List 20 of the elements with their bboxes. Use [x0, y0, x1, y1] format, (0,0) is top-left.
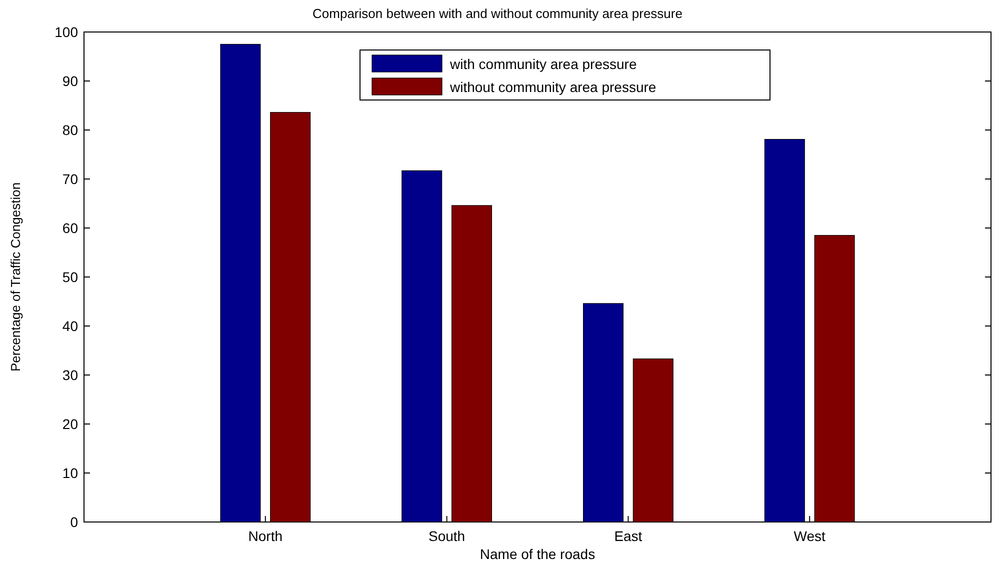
y-tick-label: 50 [62, 269, 78, 285]
legend-label: without community area pressure [449, 79, 656, 95]
y-tick-label: 100 [54, 24, 78, 40]
y-tick-label: 70 [62, 171, 78, 187]
y-tick-label: 90 [62, 73, 78, 89]
y-tick-label: 30 [62, 367, 78, 383]
y-tick-label: 10 [62, 465, 78, 481]
y-tick-label: 20 [62, 416, 78, 432]
y-tick-label: 80 [62, 122, 78, 138]
x-axis-title: Name of the roads [480, 546, 596, 562]
y-axis-title: Percentage of Traffic Congestion [8, 182, 23, 372]
x-tick-label: West [794, 528, 826, 544]
legend-label: with community area pressure [449, 56, 637, 72]
y-tick-label: 40 [62, 318, 78, 334]
x-tick-label: East [614, 528, 642, 544]
y-tick-label: 60 [62, 220, 78, 236]
x-tick-label: South [428, 528, 466, 544]
chart-title: Comparison between with and without community area pressure [312, 6, 682, 21]
y-tick-label: 0 [70, 514, 78, 530]
x-tick-label: North [248, 528, 283, 544]
